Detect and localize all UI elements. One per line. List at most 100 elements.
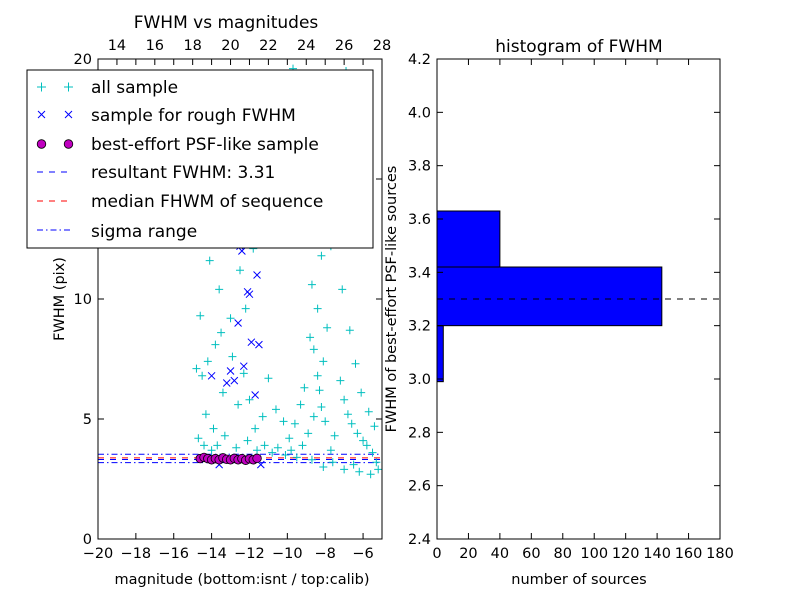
all-sample-point xyxy=(343,410,352,419)
all-sample-point xyxy=(245,395,254,404)
all-sample-point xyxy=(296,400,305,409)
rough-sample-point xyxy=(234,319,242,327)
all-sample-point xyxy=(307,455,316,464)
rough-sample-point xyxy=(239,362,248,371)
all-sample-point xyxy=(253,446,262,455)
all-sample-point xyxy=(292,453,301,462)
legend-marker-circle xyxy=(36,139,47,149)
y-tick-label: 3.2 xyxy=(408,319,431,335)
all-sample-point xyxy=(290,419,299,428)
rough-sample-point xyxy=(245,290,254,299)
histogram-bar xyxy=(436,210,501,268)
rough-sample-point xyxy=(238,247,246,255)
all-sample-point xyxy=(340,465,349,474)
all-sample-point xyxy=(338,285,347,294)
all-sample-point xyxy=(309,412,318,421)
right-chart-title: histogram of FWHM xyxy=(495,37,662,57)
all-sample-point xyxy=(321,417,330,426)
all-sample-point xyxy=(315,386,324,395)
top-tick-label: 20 xyxy=(221,38,239,54)
histogram-bar xyxy=(436,266,663,327)
all-sample-point xyxy=(374,465,383,474)
all-sample-point xyxy=(351,359,360,368)
all-sample-point xyxy=(368,448,377,457)
all-sample-point xyxy=(309,345,318,354)
x-tick-label: −20 xyxy=(83,546,114,562)
top-tick-label: 26 xyxy=(335,38,353,54)
all-sample-point xyxy=(268,448,277,457)
all-sample-point xyxy=(306,333,315,342)
x-tick-label: −14 xyxy=(196,546,227,562)
y-tick-label: 4.0 xyxy=(408,105,431,121)
all-sample-point xyxy=(218,388,227,397)
all-sample-point xyxy=(239,369,248,378)
legend-label: sigma range xyxy=(91,222,197,242)
left-points-layer xyxy=(98,64,383,479)
legend-entry-all-sample: all sample xyxy=(37,78,178,98)
all-sample-point xyxy=(217,328,226,337)
all-sample-point xyxy=(258,412,267,421)
x-tick-label: −18 xyxy=(121,546,152,562)
all-sample-point xyxy=(317,251,326,260)
left-chart: −20 −18 −16 −14 −12 −10 −8 −6 14 16 18 20 22 24 26 28 0 5… xyxy=(26,13,391,588)
all-sample-point xyxy=(326,446,335,455)
legend-entry-psf-sample: best-effort PSF-like sample xyxy=(36,135,319,155)
all-sample-point xyxy=(213,441,222,450)
legend-entry-median: median FHWM of sequence xyxy=(37,192,323,212)
all-sample-point xyxy=(300,383,309,392)
all-sample-point xyxy=(366,470,375,479)
all-sample-point xyxy=(313,371,322,380)
legend-marker-circle xyxy=(63,139,74,149)
all-sample-point xyxy=(307,280,316,289)
left-x-axis-label: magnitude (bottom:isnt / top:calib) xyxy=(114,572,369,588)
left-chart-title: FWHM vs magnitudes xyxy=(134,13,319,33)
legend: all sample sample for rough FWHM best-ef… xyxy=(26,69,374,249)
all-sample-point xyxy=(298,441,307,450)
right-plot-frame xyxy=(436,58,721,540)
x-tick-label: −12 xyxy=(234,546,265,562)
top-tick-label: 14 xyxy=(108,38,126,54)
all-sample-point xyxy=(203,357,212,366)
y-tick-label: 3.0 xyxy=(408,372,431,388)
all-sample-point xyxy=(228,352,237,361)
y-tick-label: 2.4 xyxy=(408,532,431,548)
top-tick-label: 16 xyxy=(146,38,164,54)
right-chart: 0 20 40 60 80 100 120 140 160 180 2.4 2.6 2.8 3.0 3.2 3… xyxy=(384,37,734,588)
legend-marker-x xyxy=(37,110,73,119)
all-sample-point xyxy=(323,323,332,332)
all-sample-point xyxy=(241,304,250,313)
all-sample-point xyxy=(355,467,364,476)
legend-box xyxy=(26,69,374,249)
all-sample-point xyxy=(319,357,328,366)
all-sample-point xyxy=(347,419,356,428)
rough-sample-point xyxy=(253,271,261,279)
all-sample-point xyxy=(198,371,207,380)
all-sample-point xyxy=(287,446,296,455)
all-sample-point xyxy=(232,443,241,452)
all-sample-point xyxy=(243,436,252,445)
all-sample-point xyxy=(220,431,229,440)
legend-entry-resultant: resultant FWHM: 3.31 xyxy=(37,163,275,183)
rough-sample-point xyxy=(230,376,239,385)
all-sample-point xyxy=(236,266,244,275)
all-sample-point xyxy=(279,417,288,426)
rough-sample-point xyxy=(207,371,216,380)
y-tick-label: 20 xyxy=(74,52,92,68)
legend-label: sample for rough FWHM xyxy=(91,106,296,126)
all-sample-point xyxy=(319,463,328,471)
all-sample-point xyxy=(211,340,220,349)
x-tick-label: 120 xyxy=(612,546,640,562)
all-sample-point xyxy=(304,429,313,438)
all-sample-point xyxy=(313,304,322,313)
y-tick-label: 3.8 xyxy=(408,159,431,175)
left-plot-frame xyxy=(97,58,383,540)
top-tick-label: 28 xyxy=(373,38,391,54)
y-tick-label: 4.2 xyxy=(408,52,431,68)
all-sample-point xyxy=(328,458,337,467)
legend-label: best-effort PSF-like sample xyxy=(91,135,319,155)
all-sample-point xyxy=(370,422,379,431)
legend-marker-plus xyxy=(37,82,73,92)
all-sample-point xyxy=(317,403,326,411)
y-tick-label: 2.8 xyxy=(408,425,431,441)
